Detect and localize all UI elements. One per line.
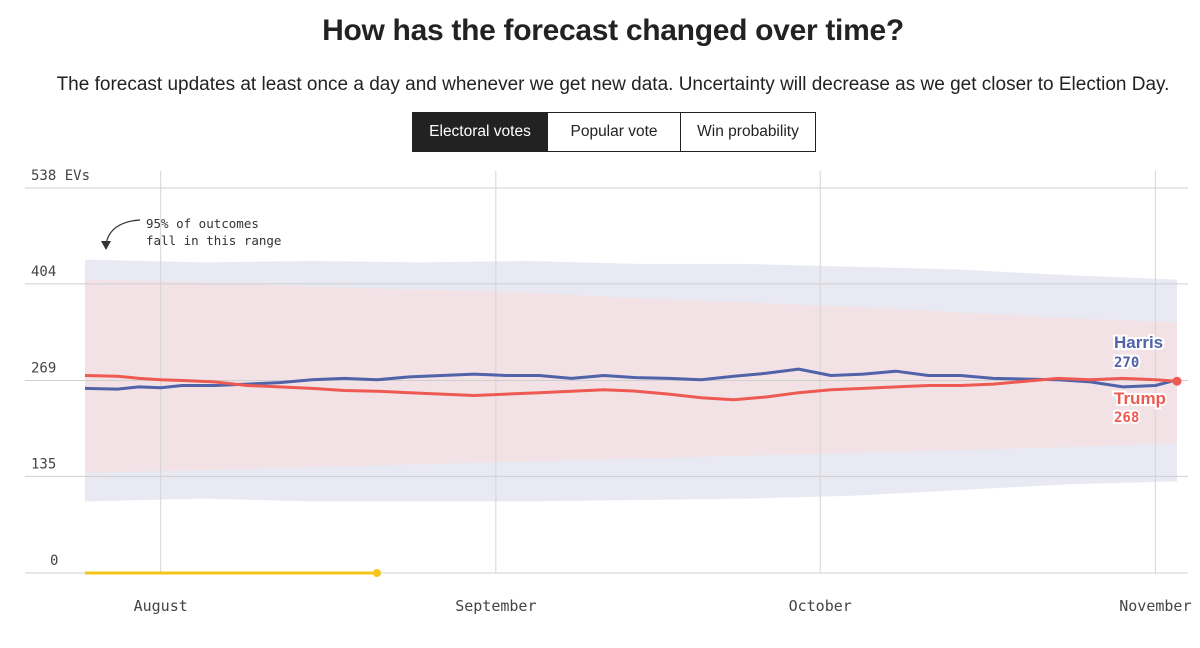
annotation-line-1: 95% of outcomes [146, 216, 259, 231]
page-title: How has the forecast changed over time? [322, 14, 904, 47]
trump-name-label: Trump [1114, 389, 1166, 408]
tab-popular-vote[interactable]: Popular vote [547, 113, 680, 151]
series-lines [84, 367, 1182, 577]
x-tick-label: September [455, 597, 536, 615]
x-tick-label: August [134, 597, 188, 615]
y-axis: 538 EVs 404 269 135 0 [31, 168, 90, 569]
x-tick-label: October [789, 597, 852, 615]
page-subtitle: The forecast updates at least once a day… [56, 74, 1170, 95]
y-tick-label: 538 EVs [31, 168, 90, 184]
annotation-arrowhead [101, 241, 111, 250]
series-labels: Harris 270 Trump 268 [1112, 331, 1168, 428]
trump-end-point [1172, 376, 1182, 386]
range-annotation: 95% of outcomes fall in this range [101, 216, 281, 250]
y-tick-label: 404 [31, 264, 56, 280]
annotation-arrow [105, 219, 141, 245]
metric-tabs: Electoral votes Popular vote Win probabi… [412, 112, 816, 152]
trump-value-label: 268 [1114, 410, 1139, 426]
harris-value-label: 270 [1114, 355, 1139, 371]
annotation-line-2: fall in this range [146, 233, 281, 248]
y-tick-label: 269 [31, 361, 56, 377]
tab-win-probability[interactable]: Win probability [680, 113, 815, 151]
y-tick-label: 135 [31, 456, 56, 472]
current-date-marker [372, 569, 381, 577]
y-tick-label: 0 [50, 553, 58, 569]
trump-line [84, 374, 1178, 402]
x-tick-label: November [1119, 597, 1191, 615]
gridlines [25, 171, 1188, 574]
x-axis: August September October November [134, 597, 1192, 615]
harris-name-label: Harris [1114, 333, 1163, 352]
tab-electoral-votes[interactable]: Electoral votes [413, 113, 547, 151]
